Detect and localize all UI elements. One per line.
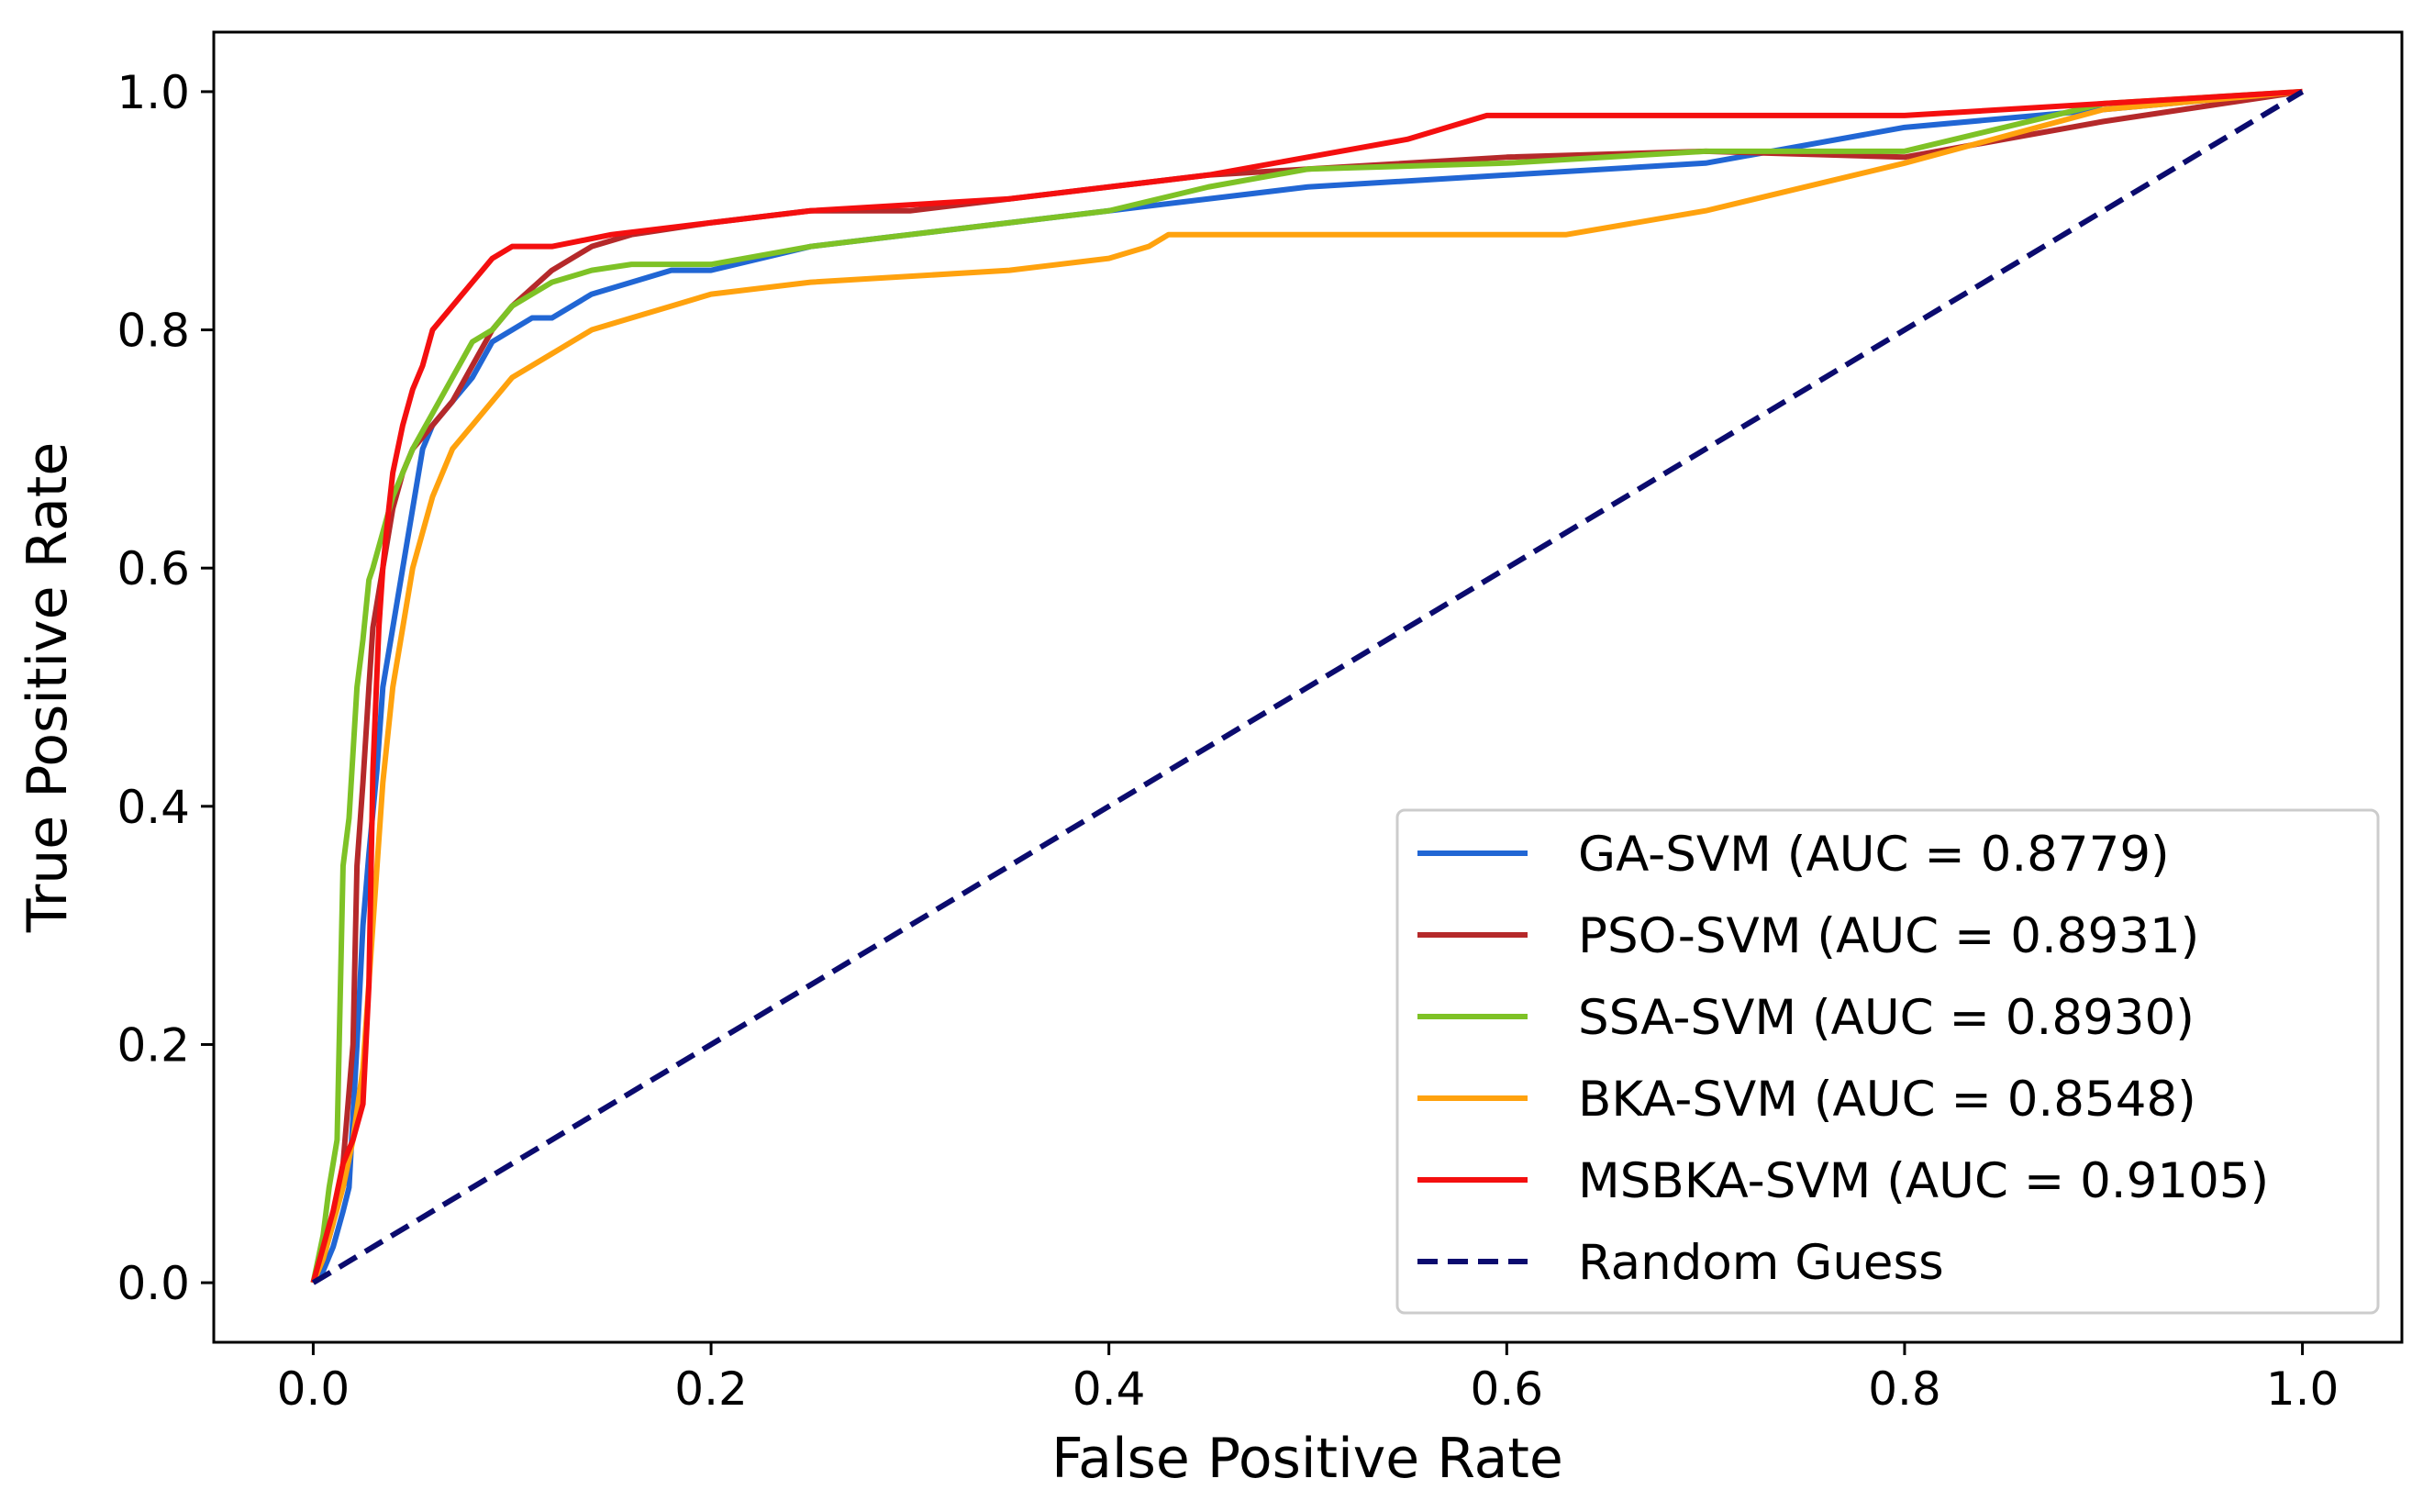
x-axis-title: False Positive Rate <box>1051 1427 1563 1491</box>
legend-label: SSA-SVM (AUC = 0.8930) <box>1578 990 2195 1046</box>
y-tick-label: 0.4 <box>117 781 190 834</box>
legend: GA-SVM (AUC = 0.8779) PSO-SVM (AUC = 0.89… <box>1395 808 2380 1315</box>
x-axis: 0.0 0.2 0.4 0.6 0.8 1.0 <box>277 1342 2340 1416</box>
series-line-ssa-svm <box>310 88 2303 1284</box>
plot-frame <box>212 30 2404 1344</box>
y-tick-label: 0.2 <box>117 1018 190 1072</box>
series-layer <box>310 88 2305 1285</box>
legend-frame <box>1395 808 2380 1315</box>
y-tick-label: 0.8 <box>117 305 190 358</box>
x-tick-label: 0.2 <box>674 1362 748 1416</box>
series-line-ga-svm <box>311 88 2303 1285</box>
y-tick-label: 1.0 <box>117 66 190 119</box>
y-tick-label: 0.6 <box>117 542 190 595</box>
x-tick-label: 1.0 <box>2266 1362 2340 1416</box>
series-line-msbka-svm <box>310 88 2303 1284</box>
legend-entries: GA-SVM (AUC = 0.8779) PSO-SVM (AUC = 0.89… <box>1417 827 2269 1291</box>
y-axis-title: True Positive Rate <box>16 442 80 933</box>
y-tick-label: 0.0 <box>117 1257 190 1310</box>
legend-label: Random Guess <box>1578 1235 1944 1291</box>
y-axis: 0.0 0.2 0.4 0.6 0.8 1.0 <box>117 66 214 1310</box>
x-tick-label: 0.4 <box>1073 1362 1146 1416</box>
legend-label: MSBKA-SVM (AUC = 0.9105) <box>1578 1153 2269 1209</box>
legend-label: GA-SVM (AUC = 0.8779) <box>1578 827 2170 883</box>
legend-label: BKA-SVM (AUC = 0.8548) <box>1578 1072 2196 1128</box>
x-tick-label: 0.6 <box>1471 1362 1544 1416</box>
legend-label: PSO-SVM (AUC = 0.8931) <box>1578 908 2199 964</box>
x-tick-label: 0.8 <box>1868 1362 1941 1416</box>
x-tick-label: 0.0 <box>277 1362 350 1416</box>
series-line-random-guess <box>311 89 2305 1285</box>
